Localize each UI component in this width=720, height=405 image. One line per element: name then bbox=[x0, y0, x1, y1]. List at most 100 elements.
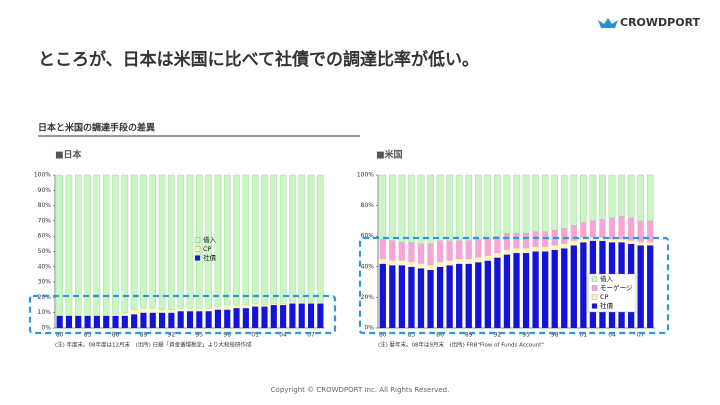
y-tick-label: 70% bbox=[38, 217, 52, 224]
bar-segment bbox=[298, 301, 305, 304]
bar-segment bbox=[522, 233, 530, 249]
bar-segment bbox=[608, 174, 616, 218]
x-tick-label: 01 bbox=[251, 332, 259, 339]
bar-segment bbox=[149, 308, 156, 313]
x-tick-label: 98 bbox=[551, 332, 559, 339]
legend-swatch bbox=[194, 237, 201, 243]
bar-segment bbox=[103, 315, 110, 328]
bar-segment bbox=[513, 253, 520, 328]
bar-segment bbox=[196, 311, 203, 328]
legend-label: CP bbox=[600, 293, 609, 301]
bar-segment bbox=[270, 174, 278, 304]
bar-segment bbox=[379, 174, 387, 240]
bar-segment bbox=[270, 303, 277, 306]
bar-segment bbox=[627, 240, 635, 244]
bar-segment bbox=[298, 174, 305, 303]
x-tick-label: 89 bbox=[465, 332, 473, 339]
bar-segment bbox=[474, 174, 482, 240]
bar-segment bbox=[75, 174, 82, 316]
bar-segment bbox=[446, 240, 453, 261]
bar-segment bbox=[233, 305, 240, 309]
bar-segment bbox=[427, 269, 434, 328]
bar-segment bbox=[475, 257, 482, 263]
bar-segment bbox=[542, 251, 549, 328]
bar-segment bbox=[427, 243, 434, 266]
bar-segment bbox=[56, 315, 63, 328]
bar-segment bbox=[551, 174, 559, 231]
bar-segment bbox=[408, 174, 415, 243]
bar-segment bbox=[131, 314, 138, 328]
bar-segment bbox=[608, 217, 616, 240]
bar-segment bbox=[233, 174, 240, 306]
bar-segment bbox=[560, 174, 568, 229]
bar-segment bbox=[130, 174, 138, 310]
legend-label: 借入 bbox=[600, 274, 614, 283]
x-tick-label: 92 bbox=[494, 332, 502, 339]
bar-segment bbox=[251, 174, 259, 304]
bar-segment bbox=[112, 314, 119, 316]
y-tick-label: 80% bbox=[361, 202, 375, 209]
y-tick-label: 50% bbox=[38, 248, 52, 255]
x-tick-label: 80 bbox=[56, 332, 64, 339]
legend-swatch bbox=[591, 276, 598, 282]
bar-segment bbox=[112, 315, 119, 328]
bar-segment bbox=[408, 266, 415, 328]
bar-segment bbox=[214, 174, 222, 307]
bar-segment bbox=[242, 308, 249, 328]
bar-segment bbox=[637, 242, 644, 246]
bar-segment bbox=[465, 263, 472, 328]
highlight-box bbox=[358, 236, 670, 335]
bar-segment bbox=[280, 305, 287, 328]
bar-segment bbox=[205, 308, 212, 312]
bar-segment bbox=[627, 217, 635, 241]
bar-segment bbox=[224, 305, 231, 310]
bar-segment bbox=[646, 174, 654, 222]
bar-segment bbox=[484, 237, 491, 257]
bar-segment bbox=[168, 312, 175, 328]
x-tick-label: 83 bbox=[84, 332, 92, 339]
bar-segment bbox=[570, 240, 577, 246]
bar-segment bbox=[317, 303, 324, 328]
bar-segment bbox=[93, 315, 100, 328]
y-tick-label: 0% bbox=[364, 325, 374, 332]
bar-segment bbox=[408, 262, 415, 267]
bar-segment bbox=[307, 301, 315, 304]
legend-label: CP bbox=[203, 245, 212, 253]
bar-segment bbox=[289, 174, 296, 303]
bar-segment bbox=[56, 174, 63, 316]
bar-segment bbox=[618, 239, 625, 243]
bar-segment bbox=[158, 174, 166, 310]
bar-segment bbox=[379, 239, 386, 260]
bar-segment bbox=[158, 312, 166, 328]
bar-segment bbox=[140, 308, 147, 313]
bar-segment bbox=[580, 242, 587, 328]
bar-segment bbox=[270, 305, 277, 328]
bar-segment bbox=[149, 174, 156, 309]
bar-segment bbox=[532, 251, 539, 328]
bar-segment bbox=[513, 233, 520, 249]
bar-segment bbox=[542, 231, 549, 247]
legend-swatch bbox=[194, 246, 201, 252]
bar-segment bbox=[618, 216, 625, 240]
bar-segment bbox=[570, 225, 577, 241]
bar-segment bbox=[379, 263, 386, 328]
bar-segment bbox=[561, 228, 568, 244]
bar-segment bbox=[398, 265, 406, 328]
bar-segment bbox=[186, 308, 194, 312]
bar-segment bbox=[647, 242, 654, 246]
bar-segment bbox=[503, 233, 511, 250]
y-tick-label: 30% bbox=[38, 279, 52, 286]
bar-segment bbox=[93, 174, 101, 316]
bar-segment bbox=[465, 259, 472, 264]
x-tick-label: 98 bbox=[223, 332, 231, 339]
bar-segment bbox=[599, 237, 606, 241]
bar-segment bbox=[214, 309, 222, 328]
bar-segment bbox=[494, 236, 501, 254]
bar-segment bbox=[84, 174, 91, 316]
bar-segment bbox=[408, 242, 415, 263]
bar-segment bbox=[589, 174, 597, 222]
bar-segment bbox=[465, 240, 472, 260]
bar-segment bbox=[570, 245, 577, 328]
bar-segment bbox=[224, 309, 231, 328]
bar-segment bbox=[446, 260, 453, 266]
